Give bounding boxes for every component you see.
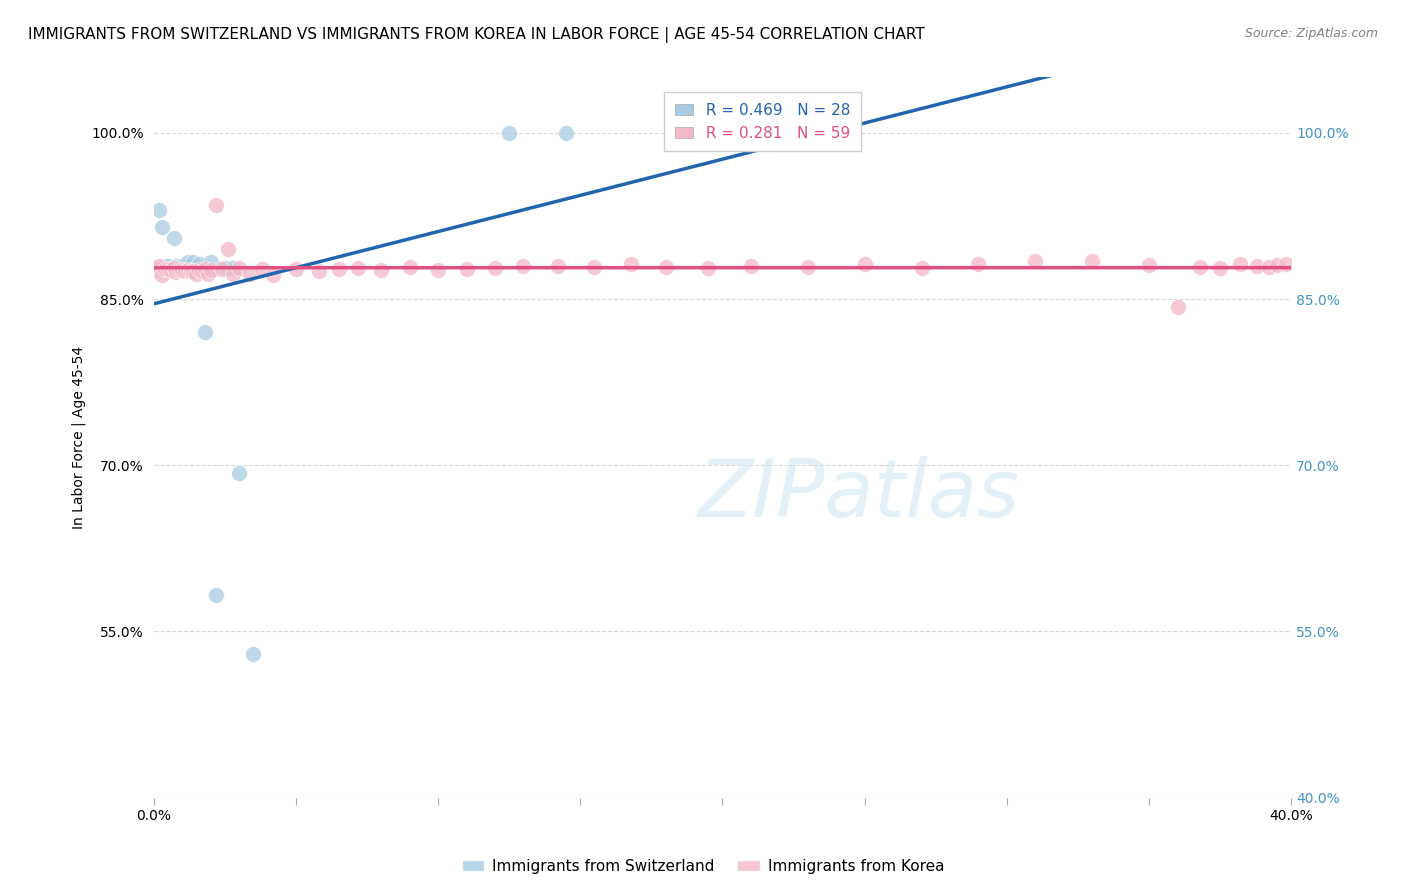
- Point: [211, 262, 233, 277]
- Point: [1024, 254, 1046, 268]
- Point: [262, 268, 284, 282]
- Point: [183, 255, 205, 269]
- Point: [205, 588, 228, 602]
- Point: [1081, 254, 1104, 268]
- Text: IMMIGRANTS FROM SWITZERLAND VS IMMIGRANTS FROM KOREA IN LABOR FORCE | AGE 45-54 : IMMIGRANTS FROM SWITZERLAND VS IMMIGRANT…: [28, 27, 925, 43]
- Point: [188, 263, 211, 277]
- Point: [427, 263, 450, 277]
- Point: [177, 263, 200, 277]
- Point: [180, 259, 202, 273]
- Point: [228, 466, 250, 480]
- Point: [484, 260, 506, 275]
- Point: [967, 257, 990, 271]
- Point: [172, 259, 194, 273]
- Point: [197, 267, 219, 281]
- Point: [165, 259, 187, 273]
- Point: [222, 260, 245, 275]
- Point: [165, 265, 187, 279]
- Point: [174, 264, 197, 278]
- Point: [398, 260, 420, 274]
- Point: [205, 198, 228, 212]
- Point: [547, 259, 569, 273]
- Point: [740, 259, 762, 273]
- Point: [308, 264, 330, 278]
- Point: [162, 260, 184, 275]
- Point: [1274, 257, 1296, 271]
- Point: [177, 255, 200, 269]
- Legend:  R = 0.469   N = 28,  R = 0.281   N = 59: R = 0.469 N = 28, R = 0.281 N = 59: [664, 92, 860, 152]
- Point: [200, 263, 222, 277]
- Point: [148, 259, 170, 273]
- Point: [284, 262, 307, 277]
- Point: [456, 262, 478, 277]
- Point: [214, 260, 236, 275]
- Point: [150, 220, 173, 235]
- Point: [156, 259, 179, 273]
- Point: [228, 260, 250, 275]
- Point: [194, 326, 217, 340]
- Point: [191, 264, 214, 278]
- Point: [697, 260, 720, 275]
- Point: [167, 260, 190, 275]
- Text: ZIPatlas: ZIPatlas: [697, 456, 1021, 534]
- Point: [239, 267, 262, 281]
- Point: [1167, 300, 1189, 314]
- Point: [242, 647, 264, 661]
- Point: [186, 260, 208, 275]
- Text: Source: ZipAtlas.com: Source: ZipAtlas.com: [1244, 27, 1378, 40]
- Point: [183, 264, 205, 278]
- Point: [1246, 259, 1268, 273]
- Point: [853, 257, 876, 271]
- Point: [555, 126, 578, 140]
- Point: [1257, 260, 1279, 274]
- Point: [250, 262, 273, 277]
- Point: [167, 263, 190, 277]
- Point: [183, 264, 205, 278]
- Point: [174, 260, 197, 275]
- Point: [370, 263, 392, 277]
- Point: [153, 262, 176, 277]
- Point: [620, 257, 643, 271]
- Point: [1229, 257, 1251, 271]
- Point: [498, 126, 520, 140]
- Point: [347, 260, 370, 275]
- Point: [328, 262, 350, 277]
- Point: [180, 264, 202, 278]
- Point: [217, 242, 239, 256]
- Point: [148, 203, 170, 218]
- Point: [1189, 260, 1212, 274]
- Point: [156, 262, 179, 277]
- Point: [194, 262, 217, 277]
- Y-axis label: In Labor Force | Age 45-54: In Labor Force | Age 45-54: [72, 346, 86, 529]
- Point: [654, 260, 676, 274]
- Point: [145, 262, 167, 277]
- Point: [222, 267, 245, 281]
- Point: [167, 260, 190, 275]
- Point: [153, 259, 176, 273]
- Point: [156, 264, 179, 278]
- Point: [186, 267, 208, 281]
- Point: [583, 260, 606, 274]
- Point: [145, 264, 167, 278]
- Point: [159, 263, 181, 277]
- Point: [159, 262, 181, 277]
- Point: [172, 263, 194, 277]
- Point: [1137, 258, 1160, 272]
- Point: [1265, 258, 1288, 272]
- Point: [188, 257, 211, 271]
- Point: [512, 259, 534, 273]
- Point: [200, 255, 222, 269]
- Point: [162, 231, 184, 245]
- Point: [150, 268, 173, 282]
- Point: [797, 260, 820, 274]
- Point: [910, 260, 932, 275]
- Point: [1209, 260, 1232, 275]
- Legend: Immigrants from Switzerland, Immigrants from Korea: Immigrants from Switzerland, Immigrants …: [456, 853, 950, 880]
